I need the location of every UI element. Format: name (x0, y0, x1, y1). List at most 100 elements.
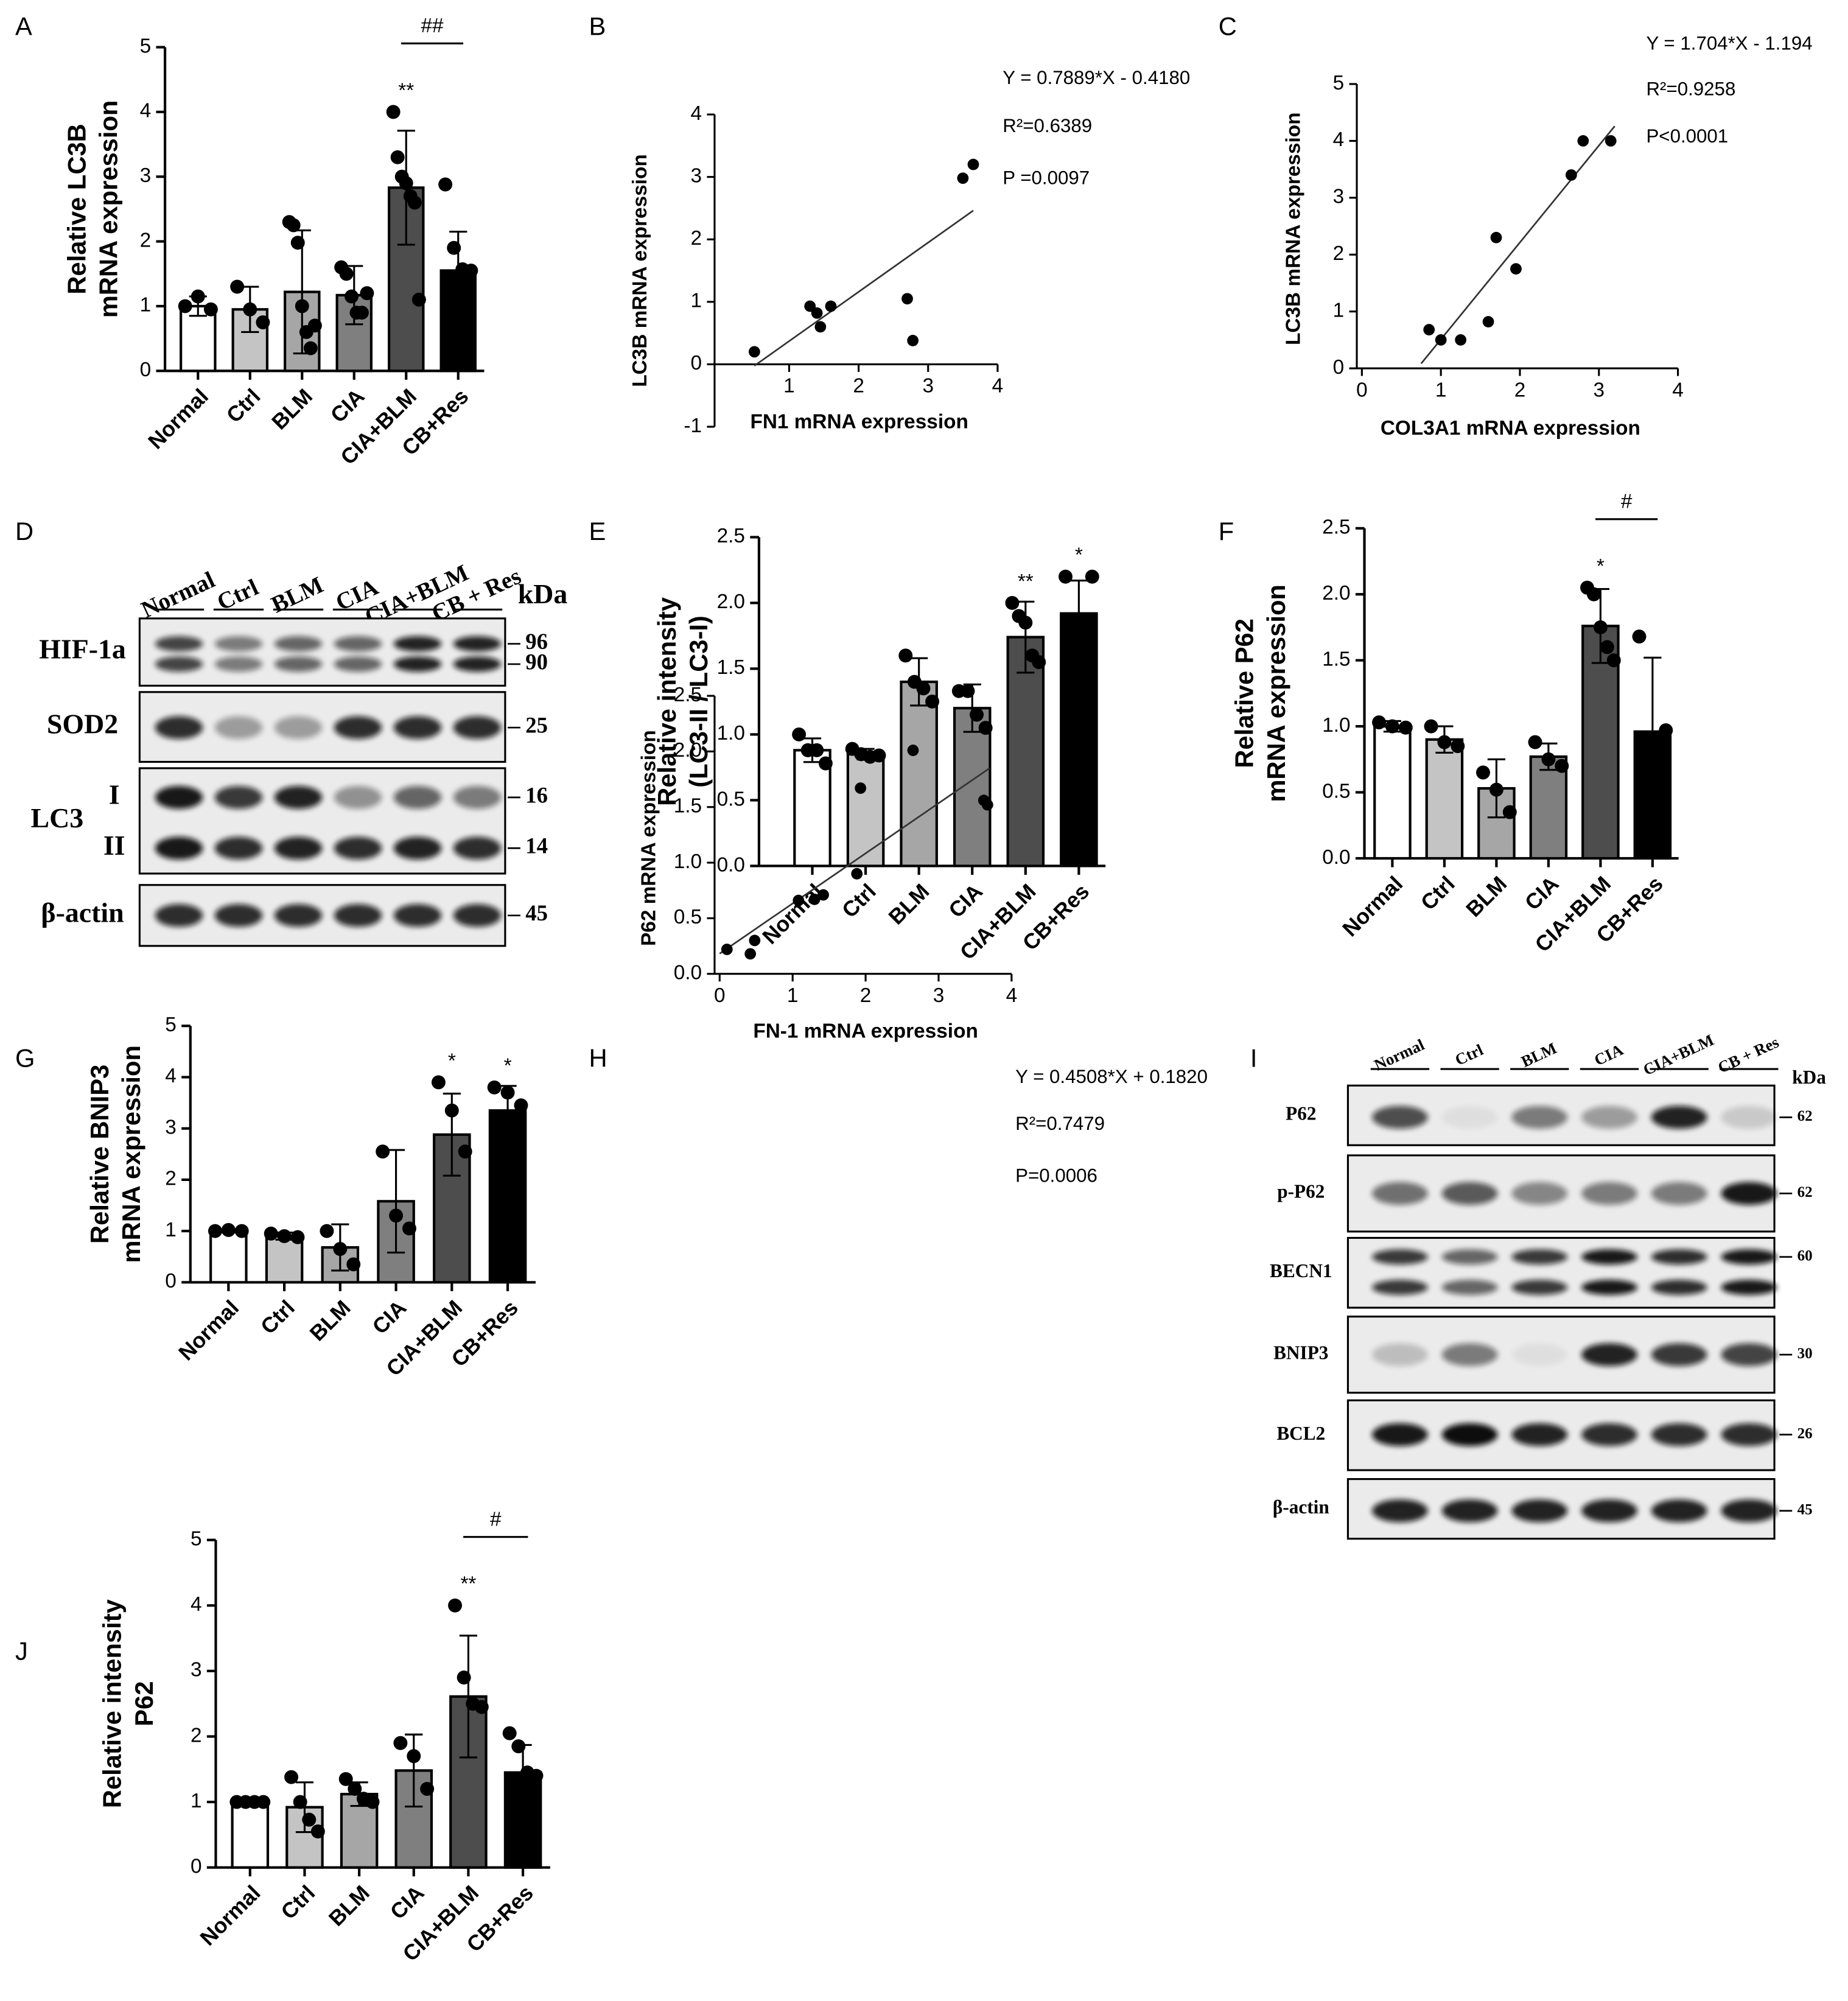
data-point (354, 306, 369, 320)
data-point (981, 799, 993, 811)
x-axis-label: COL3A1 mRNA expression (1381, 417, 1640, 440)
y-tick-label: 0 (191, 1855, 202, 1877)
x-tick-label: 3 (922, 375, 934, 398)
x-tick-label: Ctrl (222, 384, 265, 427)
data-point (1510, 263, 1522, 275)
band (1721, 1249, 1777, 1265)
data-point (284, 1770, 299, 1784)
band (334, 636, 382, 652)
y-tick-label: 0.5 (1322, 780, 1350, 802)
band (1651, 1249, 1707, 1265)
data-point (221, 1223, 236, 1237)
band (1651, 1280, 1707, 1295)
data-point (1032, 655, 1046, 670)
equation: R²=0.7479 (1015, 1113, 1105, 1134)
error-bar (1643, 656, 1662, 807)
x-tick-label: 3 (1594, 379, 1605, 401)
data-point (1423, 324, 1435, 335)
data-point (744, 948, 757, 960)
band (1372, 1499, 1428, 1523)
band (214, 786, 263, 809)
x-tick-label: 0 (1356, 379, 1368, 401)
data-point (338, 1771, 353, 1786)
kda-label: 16 (525, 782, 548, 807)
kda-unit: kDa (1792, 1067, 1826, 1088)
bar (209, 1230, 248, 1284)
data-point (1528, 735, 1542, 749)
panel-label: J (15, 1636, 28, 1665)
data-point (407, 1749, 421, 1764)
data-point (203, 302, 218, 317)
data-point (447, 240, 461, 255)
data-point (529, 1768, 544, 1783)
x-tick-label: Normal (143, 384, 213, 454)
data-point (277, 1229, 292, 1244)
band (214, 656, 263, 672)
bar (488, 1109, 527, 1284)
x-tick-label: Normal (173, 1295, 243, 1365)
data-point (1437, 735, 1452, 749)
kda-label: 25 (525, 713, 548, 738)
band (393, 716, 442, 739)
data-point (438, 177, 453, 192)
fit-line (719, 767, 990, 955)
y-tick-label: 1.5 (717, 656, 745, 679)
x-tick-label: CIA (385, 1880, 429, 1924)
row-label: HIF-1a (39, 634, 126, 665)
y-tick-label: 0 (691, 352, 702, 374)
x-tick-label: Ctrl (1416, 871, 1459, 914)
data-point (389, 1208, 404, 1223)
x-tick-label: BLM (267, 384, 317, 435)
y-tick-label: 1 (165, 1219, 177, 1241)
data-point (1018, 615, 1033, 630)
row-label: β-actin (1273, 1496, 1329, 1518)
y-tick-label: 2.5 (717, 525, 745, 547)
y-tick-label: 0.0 (1322, 846, 1350, 869)
data-point (256, 1795, 271, 1809)
data-point (320, 1224, 334, 1238)
data-point (814, 321, 827, 333)
data-point (502, 1726, 517, 1740)
error-bar (1017, 600, 1035, 674)
x-tick-label: 0 (714, 984, 726, 1007)
fit-line (754, 209, 974, 366)
kda-label: 90 (525, 649, 548, 674)
band (1721, 1106, 1777, 1129)
y-tick-label: 3 (691, 164, 702, 187)
row-label: β-actin (41, 897, 124, 928)
data-point (310, 1824, 325, 1838)
x-tick-label: BLM (884, 879, 934, 930)
data-point (365, 1795, 380, 1809)
kda-label: 45 (1797, 1501, 1813, 1518)
data-point (818, 756, 833, 771)
bar (1060, 612, 1098, 867)
kda-label: 96 (525, 629, 548, 654)
bar (1373, 725, 1412, 860)
bracket-label: # (1621, 491, 1633, 513)
row-label: p-P62 (1277, 1181, 1325, 1202)
equation: P=0.0006 (1015, 1165, 1097, 1186)
band (1581, 1280, 1637, 1295)
band (1511, 1343, 1568, 1367)
data-point (264, 1226, 278, 1241)
data-point (907, 745, 919, 756)
data-point (339, 267, 354, 281)
data-point (898, 648, 913, 663)
kda-label: 60 (1797, 1247, 1813, 1264)
data-point (1490, 231, 1502, 244)
panel-label: F (1219, 517, 1234, 545)
data-point (500, 1085, 515, 1100)
data-point (961, 684, 975, 698)
x-tick-label: Normal (195, 1880, 265, 1950)
kda-label: 14 (525, 833, 548, 858)
data-point (407, 195, 422, 210)
equation: Y = 0.7889*X - 0.4180 (1003, 67, 1190, 88)
data-point (1476, 765, 1490, 780)
equation: R²=0.9258 (1646, 79, 1735, 100)
band (1721, 1182, 1777, 1205)
bracket-label: # (490, 1508, 502, 1530)
band (393, 904, 442, 927)
band (155, 656, 203, 672)
equation: P<0.0001 (1646, 125, 1728, 147)
